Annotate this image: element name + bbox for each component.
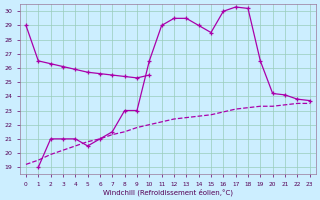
X-axis label: Windchill (Refroidissement éolien,°C): Windchill (Refroidissement éolien,°C) (103, 188, 233, 196)
